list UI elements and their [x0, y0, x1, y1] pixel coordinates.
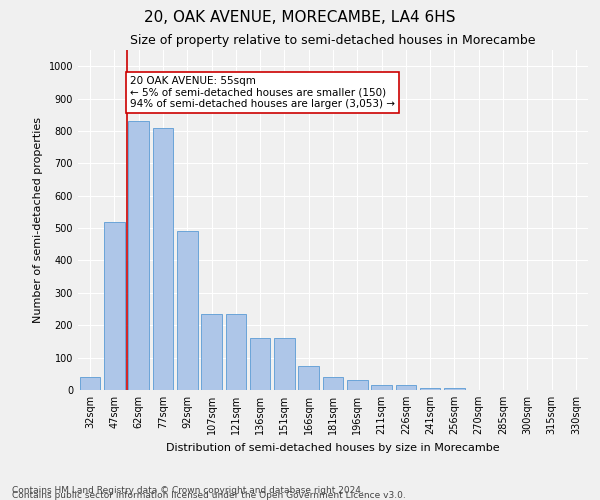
- Bar: [323, 377, 343, 390]
- Title: Size of property relative to semi-detached houses in Morecambe: Size of property relative to semi-detach…: [130, 34, 536, 48]
- Bar: [226, 314, 246, 390]
- X-axis label: Distribution of semi-detached houses by size in Morecambe: Distribution of semi-detached houses by …: [166, 442, 500, 452]
- Bar: [395, 385, 416, 390]
- Bar: [104, 222, 125, 390]
- Bar: [444, 388, 465, 390]
- Bar: [177, 232, 197, 390]
- Bar: [128, 121, 149, 390]
- Text: Contains public sector information licensed under the Open Government Licence v3: Contains public sector information licen…: [12, 491, 406, 500]
- Bar: [80, 377, 100, 390]
- Text: 20 OAK AVENUE: 55sqm
← 5% of semi-detached houses are smaller (150)
94% of semi-: 20 OAK AVENUE: 55sqm ← 5% of semi-detach…: [130, 76, 395, 109]
- Text: 20, OAK AVENUE, MORECAMBE, LA4 6HS: 20, OAK AVENUE, MORECAMBE, LA4 6HS: [144, 10, 456, 25]
- Bar: [371, 385, 392, 390]
- Bar: [250, 338, 271, 390]
- Bar: [420, 388, 440, 390]
- Bar: [298, 366, 319, 390]
- Text: Contains HM Land Registry data © Crown copyright and database right 2024.: Contains HM Land Registry data © Crown c…: [12, 486, 364, 495]
- Bar: [152, 128, 173, 390]
- Bar: [201, 314, 222, 390]
- Bar: [274, 338, 295, 390]
- Bar: [347, 380, 368, 390]
- Y-axis label: Number of semi-detached properties: Number of semi-detached properties: [33, 117, 43, 323]
